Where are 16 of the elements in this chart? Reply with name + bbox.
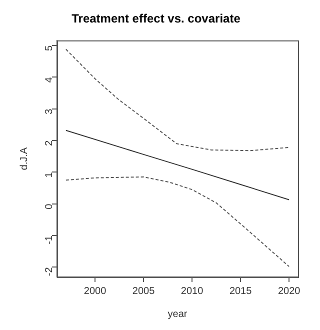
- y-axis-title: d.J.A: [18, 146, 30, 170]
- x-tick-label: 2000: [84, 286, 107, 297]
- y-tick-label: -1: [44, 235, 55, 244]
- y-tick-label: 1: [44, 172, 55, 178]
- x-tick-label: 2015: [229, 286, 252, 297]
- y-tick-label: 0: [44, 203, 55, 210]
- y-tick-label: 3: [44, 108, 55, 114]
- y-tick-label: 5: [44, 45, 55, 52]
- y-tick-label: 4: [44, 76, 55, 83]
- x-axis-title: year: [168, 308, 188, 320]
- chart-title: Treatment effect vs. covariate: [72, 12, 241, 26]
- x-tick-label: 2020: [278, 286, 301, 297]
- x-tick-label: 2005: [132, 286, 156, 297]
- y-tick-label: -2: [44, 266, 55, 276]
- x-tick-label: 2010: [180, 286, 204, 297]
- y-tick-label: 2: [44, 140, 55, 146]
